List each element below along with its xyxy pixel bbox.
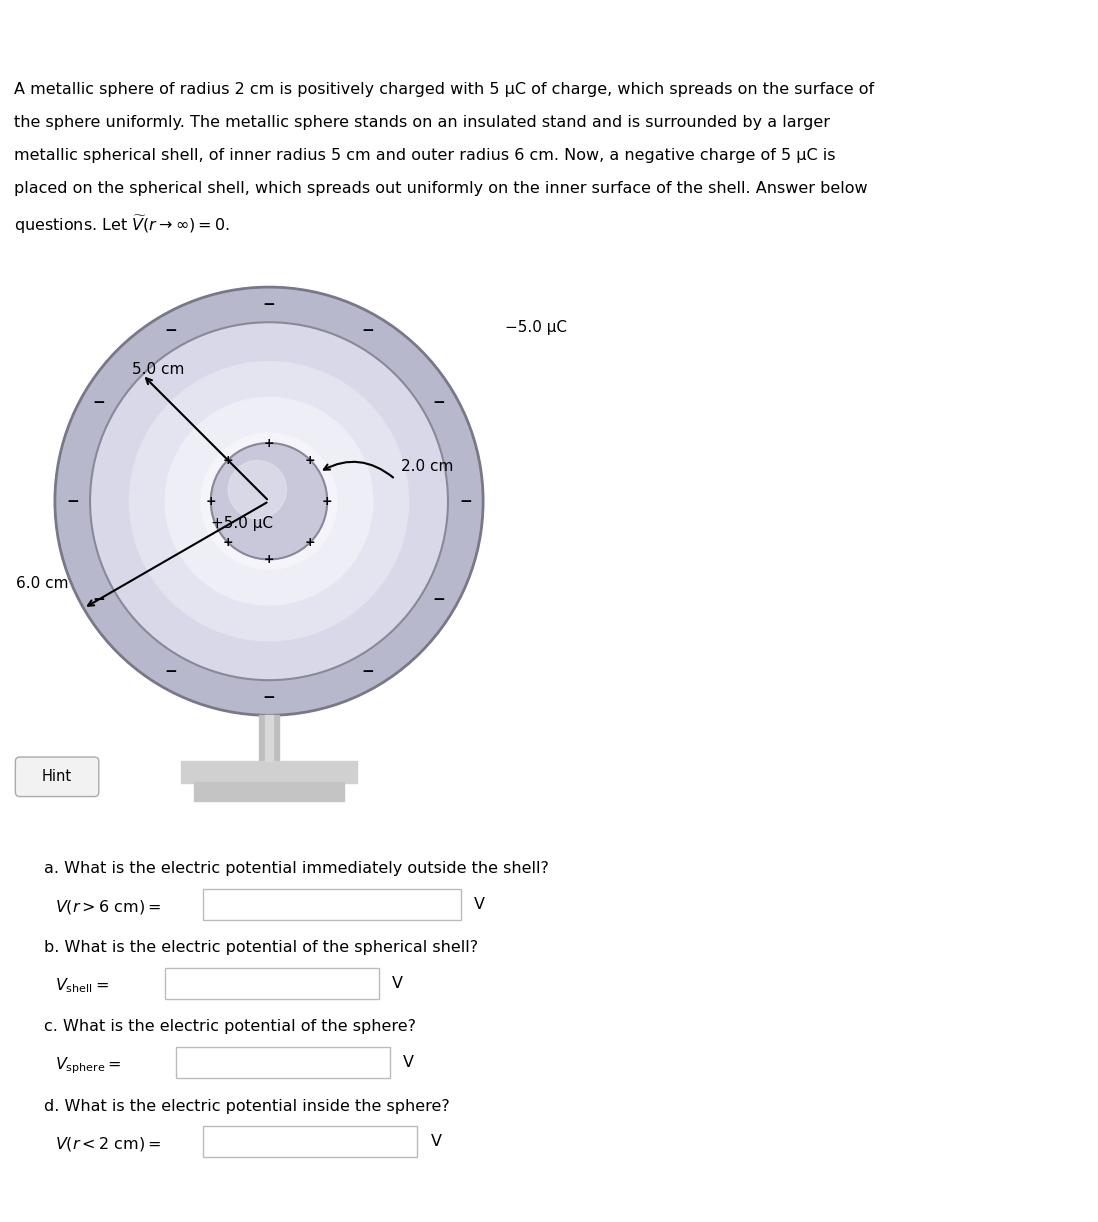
Text: −: − [361, 324, 373, 338]
Text: −: − [165, 664, 177, 679]
Text: V: V [474, 897, 485, 912]
Text: −: − [66, 494, 79, 508]
Text: A metallic sphere of radius 2 cm is positively charged with 5 μC of charge, whic: A metallic sphere of radius 2 cm is posi… [14, 82, 874, 97]
Text: $V_{\mathrm{sphere}} =$: $V_{\mathrm{sphere}} =$ [55, 1056, 122, 1077]
Circle shape [201, 433, 337, 569]
Text: Hint: Hint [42, 770, 72, 785]
Text: $V(r > 6\ \mathrm{cm}) =$: $V(r > 6\ \mathrm{cm}) =$ [55, 898, 161, 915]
Text: −5.0 μC: −5.0 μC [505, 320, 567, 335]
Text: V: V [430, 1134, 441, 1149]
Text: +: + [322, 495, 333, 507]
Bar [194, 782, 344, 800]
Text: 2.0 cm: 2.0 cm [401, 458, 453, 474]
Text: placed on the spherical shell, which spreads out uniformly on the inner surface : placed on the spherical shell, which spr… [14, 181, 867, 196]
Text: V: V [392, 975, 403, 991]
Text: V: V [403, 1055, 414, 1069]
Circle shape [211, 444, 327, 560]
Text: −: − [92, 591, 105, 607]
Text: the sphere uniformly. The metallic sphere stands on an insulated stand and is su: the sphere uniformly. The metallic spher… [14, 115, 830, 130]
Text: +: + [305, 453, 315, 467]
Bar [176, 1047, 390, 1078]
Text: −: − [433, 591, 446, 607]
Circle shape [55, 287, 483, 715]
FancyBboxPatch shape [15, 758, 99, 797]
Text: a. What is the electric potential immediately outside the shell?: a. What is the electric potential immedi… [44, 862, 549, 876]
Text: +: + [223, 536, 233, 549]
Text: d. What is the electric potential inside the sphere?: d. What is the electric potential inside… [44, 1099, 450, 1113]
Text: −: − [262, 297, 276, 312]
Circle shape [90, 323, 448, 681]
Circle shape [130, 362, 408, 640]
Text: +: + [264, 552, 274, 566]
Text: −: − [165, 324, 177, 338]
Text: +5.0 μC: +5.0 μC [211, 516, 272, 530]
Bar [259, 715, 279, 761]
Text: −: − [459, 494, 472, 508]
Text: metallic spherical shell, of inner radius 5 cm and outer radius 6 cm. Now, a neg: metallic spherical shell, of inner radiu… [14, 148, 836, 163]
Text: b. What is the electric potential of the spherical shell?: b. What is the electric potential of the… [44, 941, 478, 956]
Text: $V(r < 2\ \mathrm{cm}) =$: $V(r < 2\ \mathrm{cm}) =$ [55, 1135, 161, 1152]
Text: c. What is the electric potential of the sphere?: c. What is the electric potential of the… [44, 1019, 416, 1035]
Bar [203, 888, 461, 919]
Bar [203, 1125, 417, 1157]
Text: −: − [92, 396, 105, 411]
Text: $V_{\mathrm{shell}} =$: $V_{\mathrm{shell}} =$ [55, 976, 109, 996]
Text: 5.0 cm: 5.0 cm [132, 362, 184, 376]
Circle shape [165, 397, 373, 605]
Text: +: + [305, 536, 315, 549]
Text: −: − [262, 690, 276, 705]
Text: −: − [433, 396, 446, 411]
Text: questions. Let $\widetilde{V}(r \rightarrow \infty) = 0$.: questions. Let $\widetilde{V}(r \rightar… [14, 214, 231, 236]
Text: +: + [223, 453, 233, 467]
Bar [265, 715, 273, 761]
Circle shape [228, 461, 287, 518]
Text: 6.0 cm: 6.0 cm [16, 576, 69, 591]
Text: −: − [361, 664, 373, 679]
Bar [165, 968, 379, 998]
Text: +: + [205, 495, 216, 507]
Bar [181, 761, 357, 783]
Text: +: + [264, 436, 274, 450]
